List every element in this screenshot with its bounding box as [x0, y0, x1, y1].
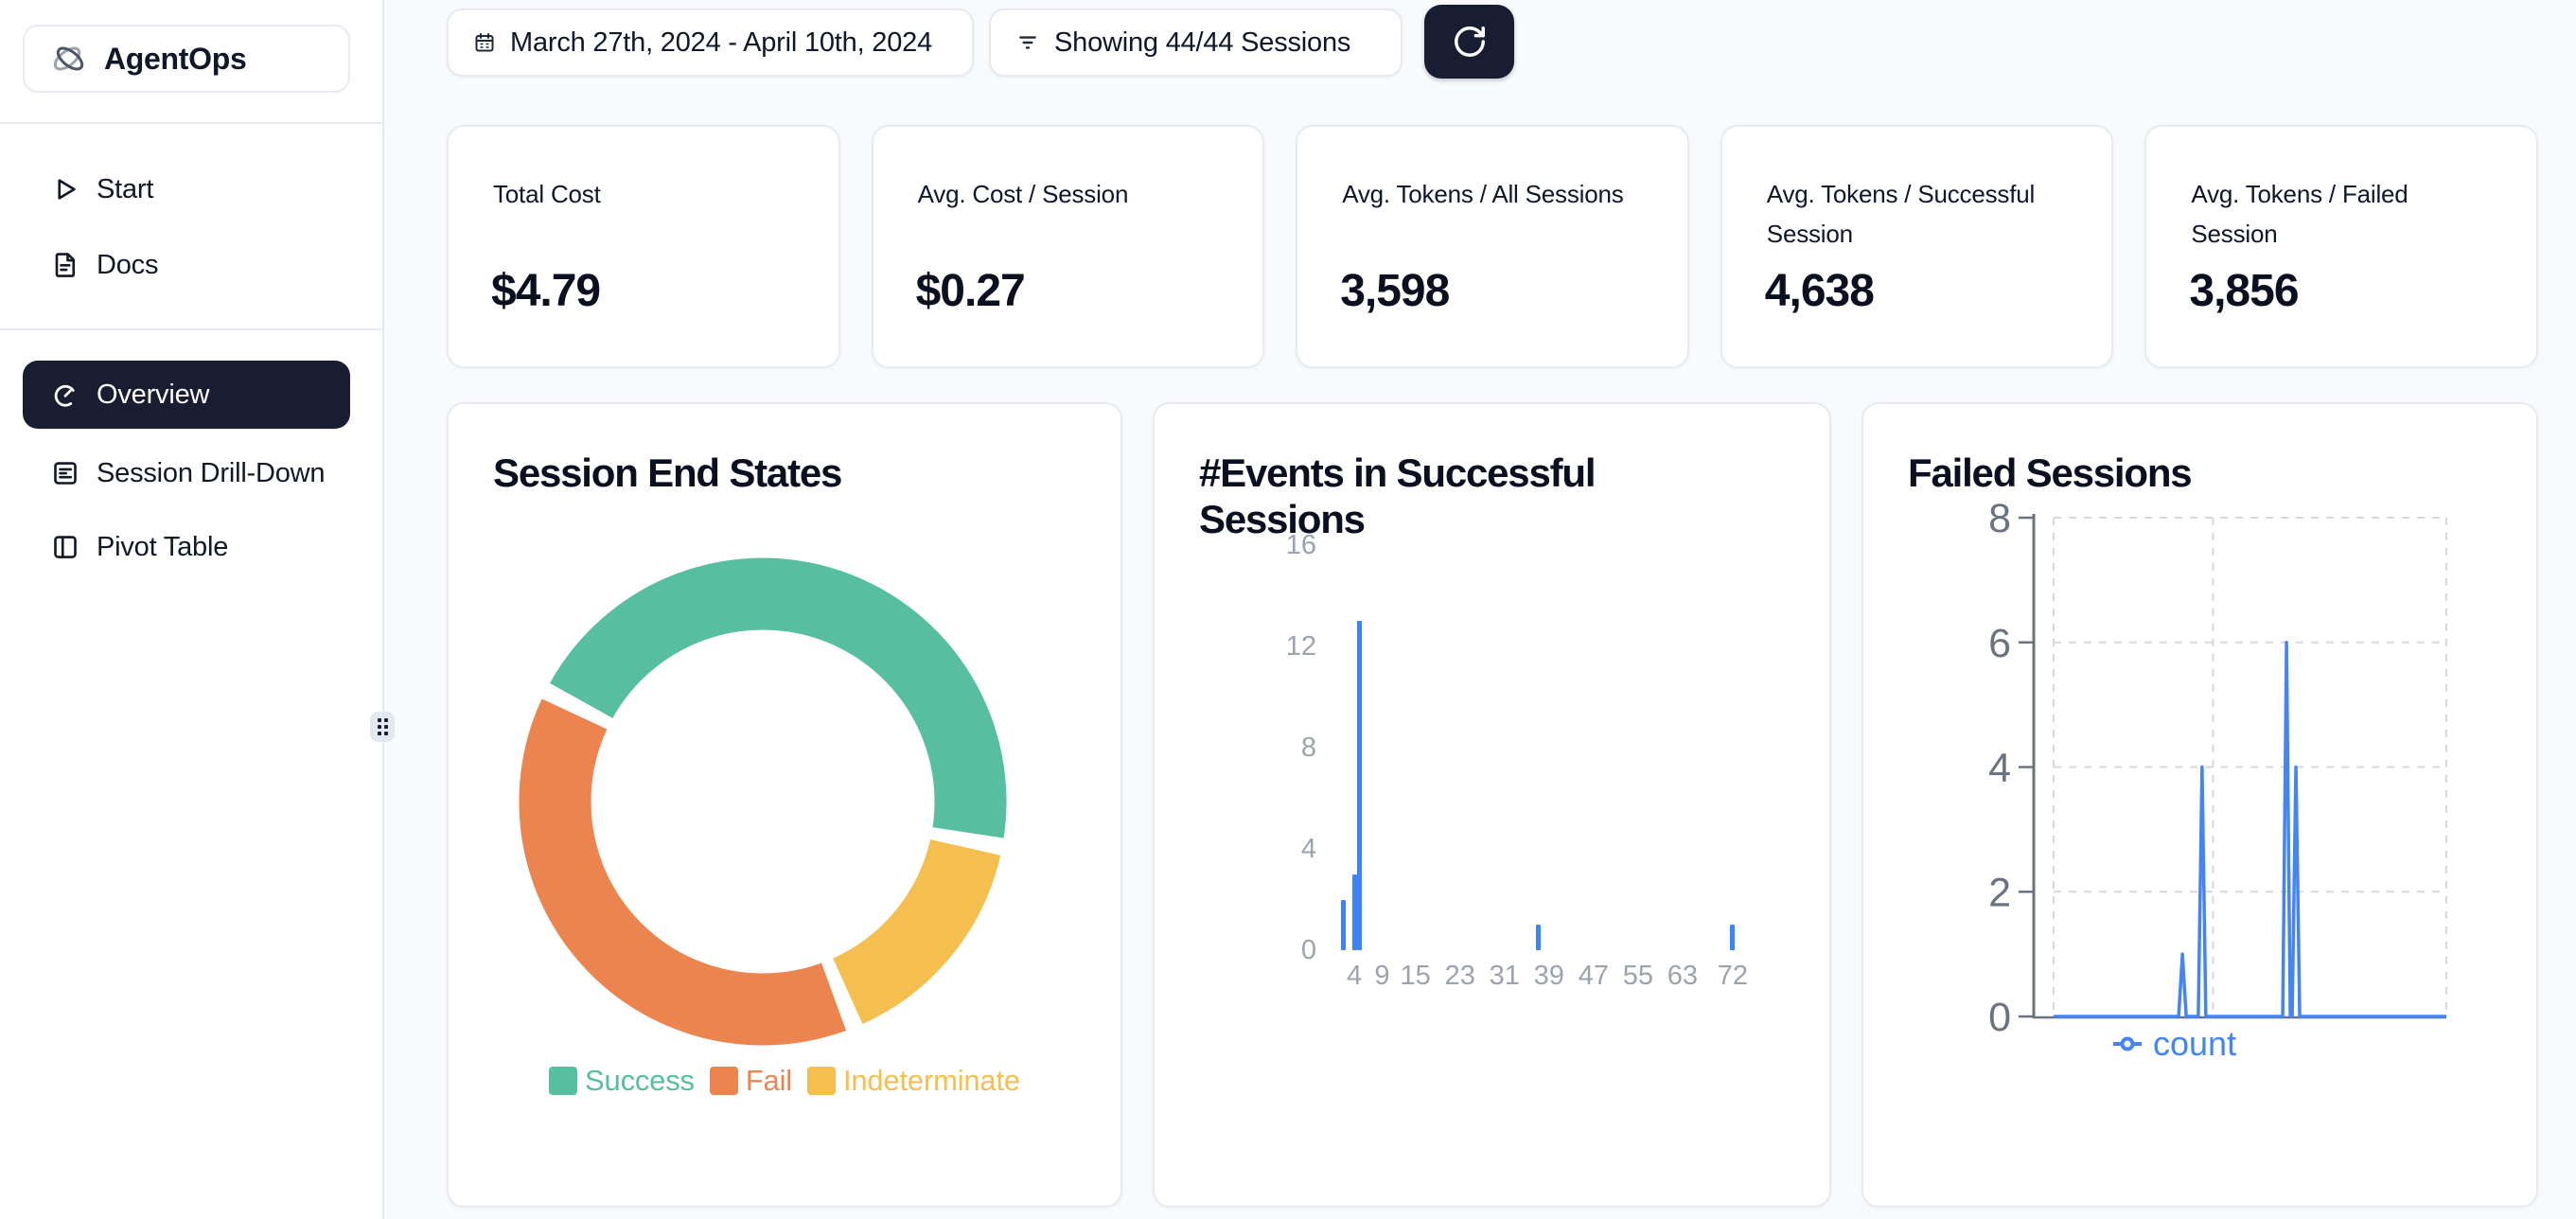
list-icon — [54, 462, 77, 485]
events-plot: 0 4 8 12 16 4 9 15 23 31 39 47 55 63 72 — [1285, 530, 1748, 991]
failed-sessions-card: Failed Sessions 0 2 4 6 8 count — [1861, 402, 2538, 1208]
chart-title: Session End States — [493, 450, 842, 495]
legend-swatch — [709, 1067, 738, 1095]
sidebar-item-pivot-table[interactable]: Pivot Table — [23, 521, 350, 574]
sidebar-item-label: Pivot Table — [97, 531, 229, 562]
stat-label: Total Cost — [493, 180, 601, 208]
stat-value: 3,856 — [2189, 266, 2299, 316]
stat-card-total-cost: Total Cost $4.79 — [447, 125, 840, 368]
stat-label: Avg. Tokens / All Sessions — [1342, 180, 1624, 208]
legend-label: Success — [585, 1064, 695, 1097]
sidebar-item-label: Overview — [97, 379, 210, 410]
refresh-icon — [1454, 26, 1485, 57]
legend-label: Fail — [745, 1064, 792, 1097]
refresh-button[interactable] — [1424, 5, 1514, 79]
count-legend-label: count — [2153, 1024, 2237, 1063]
stat-value: $0.27 — [915, 266, 1026, 316]
file-text-icon — [55, 253, 76, 277]
play-icon — [58, 179, 76, 200]
agentops-logo-icon — [53, 46, 84, 71]
sidebar-divider — [0, 328, 382, 330]
stat-value: 4,638 — [1764, 266, 1875, 316]
svg-text:2: 2 — [1988, 870, 2011, 915]
sidebar-item-label: Session Drill-Down — [97, 457, 326, 488]
donut-legend-item[interactable]: Indeterminate — [806, 1064, 1020, 1098]
stat-label: Avg. Cost / Session — [917, 180, 1129, 208]
svg-text:4: 4 — [1988, 746, 2011, 791]
sessions-filter-button[interactable]: Showing 44/44 Sessions — [989, 9, 1403, 77]
sidebar-item-overview[interactable]: Overview — [23, 361, 350, 429]
filter-icon — [1019, 36, 1036, 49]
gauge-icon — [54, 384, 75, 407]
stat-card-avg-tokens-failed: Avg. Tokens / Failed Session 3,856 — [2144, 125, 2538, 368]
sidebar-item-label: Docs — [97, 249, 159, 280]
charts-row: Session End States Success Fail Indeterm… — [447, 402, 2538, 1208]
sidebar-item-docs[interactable]: Docs — [23, 238, 350, 292]
columns-icon — [54, 536, 77, 558]
count-legend[interactable]: count — [2111, 1024, 2236, 1064]
legend-label: Indeterminate — [842, 1064, 1020, 1097]
sidebar-divider — [0, 122, 382, 124]
stat-value: $4.79 — [491, 266, 601, 316]
svg-text:0: 0 — [1988, 995, 2011, 1040]
chart-title: #Events in Successful Sessions — [1199, 450, 1597, 542]
sidebar-resize-handle[interactable] — [370, 712, 395, 742]
svg-text:8: 8 — [1988, 496, 2011, 541]
failed-svg: 0 2 4 6 8 — [1988, 496, 2447, 1040]
sessions-filter-label: Showing 44/44 Sessions — [1054, 26, 1351, 58]
svg-text:6: 6 — [1988, 621, 2011, 666]
stat-card-avg-tokens-all: Avg. Tokens / All Sessions 3,598 — [1296, 125, 1689, 368]
logo[interactable]: AgentOps — [23, 25, 350, 93]
sidebar: AgentOps Start Docs Overview — [0, 0, 384, 1219]
stat-card-avg-cost-session: Avg. Cost / Session $0.27 — [871, 125, 1265, 368]
sidebar-item-session-drill-down[interactable]: Session Drill-Down — [23, 447, 350, 500]
legend-swatch — [806, 1067, 836, 1095]
logo-text: AgentOps — [104, 41, 247, 76]
date-range-label: March 27th, 2024 - April 10th, 2024 — [510, 26, 933, 58]
chart-title: Failed Sessions — [1908, 450, 2193, 495]
stat-value: 3,598 — [1340, 266, 1450, 316]
stats-row: Total Cost $4.79 Avg. Cost / Session $0.… — [447, 125, 2538, 368]
date-range-picker[interactable]: March 27th, 2024 - April 10th, 2024 — [447, 9, 974, 77]
session-end-states-card: Session End States Success Fail Indeterm… — [447, 402, 1122, 1208]
calendar-icon — [475, 33, 494, 52]
events-histogram-card: #Events in Successful Sessions 0 4 8 12 16 4 9… — [1153, 402, 1831, 1208]
sidebar-item-label: Start — [97, 173, 154, 204]
stat-label: Avg. Tokens / Failed Session — [2191, 180, 2408, 248]
stat-label: Avg. Tokens / Successful Session — [1766, 180, 2036, 248]
donut-legend: Success Fail Indeterminate — [449, 1064, 1120, 1098]
stat-card-avg-tokens-successful: Avg. Tokens / Successful Session 4,638 — [1720, 125, 2114, 368]
donut-legend-item[interactable]: Fail — [709, 1064, 792, 1098]
legend-swatch — [549, 1067, 578, 1095]
donut-legend-item[interactable]: Success — [549, 1064, 695, 1098]
sidebar-item-start[interactable]: Start — [23, 163, 350, 216]
line-series-marker-icon — [2113, 1036, 2142, 1051]
donut-svg — [519, 557, 1007, 1046]
